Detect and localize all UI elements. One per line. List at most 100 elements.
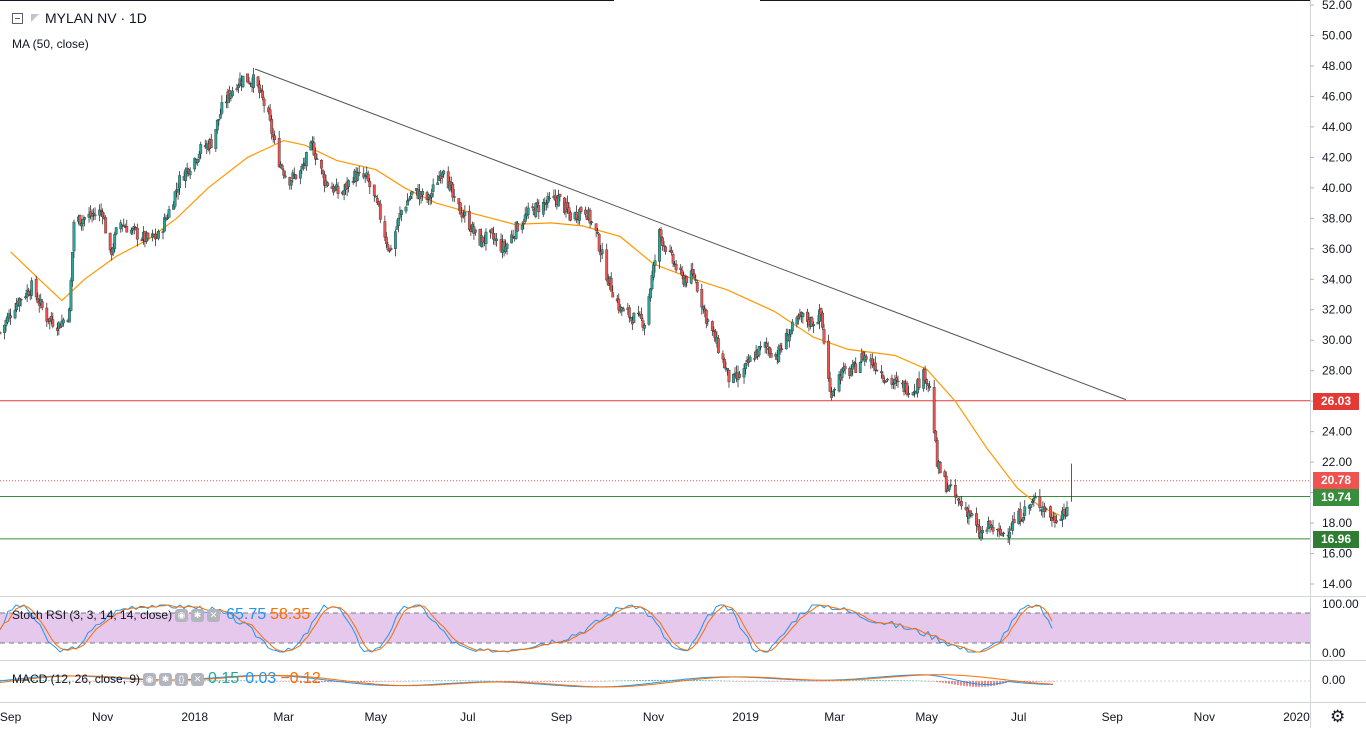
settings-small-icon[interactable]: ✱ <box>191 608 205 622</box>
candle-body <box>632 312 636 323</box>
candle-body <box>531 206 535 208</box>
candle-body <box>938 462 942 474</box>
macd-histogram-bar <box>456 680 458 681</box>
macd-histogram-bar <box>93 681 95 682</box>
candle-body <box>692 273 696 279</box>
macd-histogram-bar <box>477 680 479 682</box>
candle-body <box>231 90 234 96</box>
macd-histogram-bar <box>600 681 602 682</box>
macd-histogram-bar <box>225 680 227 681</box>
candle-body <box>490 228 494 233</box>
macd-histogram-bar <box>450 680 452 681</box>
candle-body <box>953 484 957 498</box>
candle-body <box>988 520 992 528</box>
stoch-legend[interactable]: Stoch RSI (3, 3, 14, 14, close) ◉ ✱ ✕ 65… <box>12 606 310 624</box>
candle-body <box>812 323 815 327</box>
macd-histogram-bar <box>624 680 626 681</box>
candle-body <box>214 129 218 149</box>
candle-body <box>1049 506 1052 518</box>
candle-body <box>526 207 530 215</box>
candle-body <box>135 227 139 240</box>
candle-body <box>163 217 166 232</box>
macd-histogram-bar <box>843 680 845 682</box>
macd-histogram-bar <box>246 680 248 682</box>
eye-icon[interactable]: ◉ <box>175 608 189 622</box>
macd-histogram-bar <box>618 680 620 682</box>
gear-icon[interactable]: ⚙ <box>1330 707 1346 726</box>
macd-histogram-bar <box>936 681 938 682</box>
macd-histogram-bar <box>75 681 77 682</box>
macd-histogram-bar <box>432 680 434 682</box>
macd-histogram-bar <box>615 680 617 682</box>
macd-histogram-bar <box>741 681 743 682</box>
macd-histogram-bar <box>270 681 272 682</box>
candle-body <box>505 243 509 249</box>
close-icon[interactable]: ✕ <box>191 672 205 686</box>
macd-histogram-bar <box>774 681 776 682</box>
ma-legend[interactable]: MA (50, close) <box>12 37 89 51</box>
macd-histogram-bar <box>903 680 905 681</box>
candle-body <box>1055 520 1058 523</box>
macd-histogram-bar <box>894 680 896 681</box>
candle-body <box>247 81 251 84</box>
macd-histogram-bar <box>453 680 455 681</box>
candle-body <box>69 280 73 311</box>
macd-histogram-bar <box>1041 681 1043 682</box>
candle-body <box>541 202 545 215</box>
macd-histogram-bar <box>399 681 401 682</box>
eye-icon[interactable]: ◉ <box>143 672 157 686</box>
price-tick-label: 16.00 <box>1322 547 1352 561</box>
stoch-label: Stoch RSI (3, 3, 14, 14, close) <box>12 608 173 622</box>
candle-body <box>932 387 936 433</box>
candle-body <box>282 170 286 176</box>
candle-body <box>609 277 613 292</box>
candle-body <box>959 500 963 507</box>
candle-body <box>357 171 361 174</box>
macd-histogram-bar <box>639 680 641 681</box>
macd-histogram-bar <box>951 681 953 685</box>
macd-histogram-bar <box>852 680 854 681</box>
macd-histogram-bar <box>777 681 779 682</box>
close-icon[interactable]: ✕ <box>207 608 221 622</box>
macd-histogram-bar <box>564 681 566 682</box>
settings-small-icon[interactable]: ✱ <box>159 672 173 686</box>
macd-legend[interactable]: MACD (12, 26, close, 9) ◉ ✱ {} ✕ 0.15 0.… <box>12 670 321 688</box>
macd-histogram-bar <box>447 680 449 681</box>
macd-histogram-bar <box>792 681 794 682</box>
macd-histogram-bar <box>603 680 605 682</box>
macd-histogram-bar <box>1026 681 1028 682</box>
time-tick-label: 2019 <box>732 710 759 724</box>
last-price-tag: 20.78 <box>1313 472 1359 489</box>
macd-histogram-bar <box>237 680 239 681</box>
candle-body <box>947 485 951 490</box>
macd-histogram-bar <box>498 681 500 682</box>
candle-body <box>926 383 930 386</box>
candle-body <box>386 244 390 250</box>
macd-histogram-bar <box>375 681 377 682</box>
candle-body <box>695 282 699 292</box>
macd-histogram-bar <box>630 680 632 681</box>
flag-icon[interactable] <box>31 14 39 22</box>
candle-body <box>176 188 180 193</box>
macd-histogram-bar <box>279 681 281 682</box>
macd-histogram-bar <box>303 681 305 682</box>
source-icon[interactable]: {} <box>175 672 189 686</box>
macd-histogram-bar <box>849 680 851 682</box>
macd-histogram-bar <box>783 681 785 682</box>
stoch-d-line <box>0 604 1053 653</box>
macd-histogram-bar <box>363 681 365 682</box>
macd-histogram-bar <box>855 680 857 681</box>
macd-histogram-bar <box>240 680 242 681</box>
candle-body <box>72 221 76 252</box>
macd-histogram-bar <box>63 680 65 682</box>
candle-body <box>694 279 698 281</box>
macd-histogram-bar <box>219 680 221 681</box>
macd-histogram-bar <box>429 680 431 682</box>
macd-histogram-bar <box>315 681 317 683</box>
collapse-icon[interactable] <box>12 12 23 24</box>
candle-body <box>516 223 520 232</box>
candle-body <box>262 98 266 106</box>
price-tick-label: 28.00 <box>1322 364 1352 378</box>
candle-body <box>721 353 725 360</box>
